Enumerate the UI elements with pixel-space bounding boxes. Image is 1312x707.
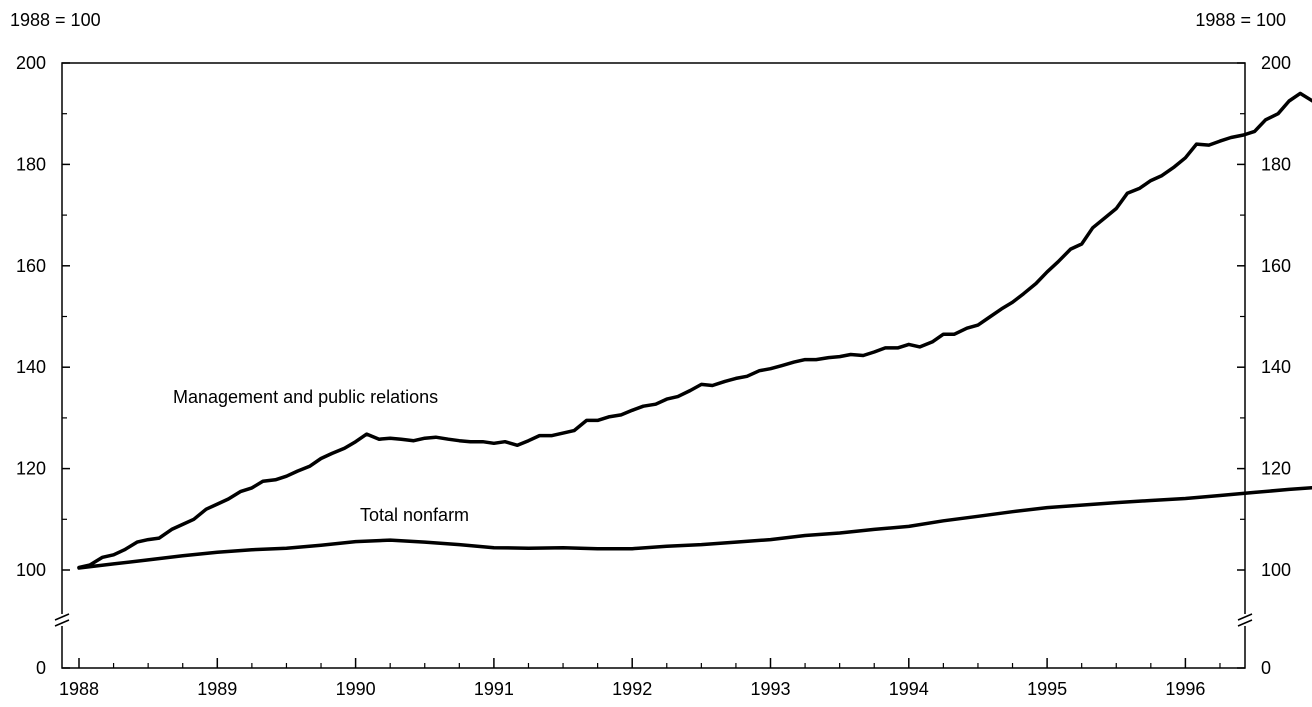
series-lines bbox=[77, 91, 1312, 570]
x-tick-label: 1996 bbox=[1165, 679, 1205, 699]
y-tick-label-left: 100 bbox=[16, 560, 46, 580]
axis-break-mark-right bbox=[1237, 613, 1253, 621]
series-line-management bbox=[77, 91, 1312, 570]
axis-ticks: 0 0 100 100 120 120 140 140 160 160 180 180 200 200 19… bbox=[16, 53, 1291, 699]
y-tick-label-right: 160 bbox=[1261, 256, 1291, 276]
axis-break-gap-left bbox=[54, 614, 70, 626]
y-tick-label-right: 100 bbox=[1261, 560, 1291, 580]
y-axis-unit-right: 1988 = 100 bbox=[1195, 10, 1286, 30]
x-tick-label: 1990 bbox=[336, 679, 376, 699]
plot-frame bbox=[61, 62, 1246, 669]
x-tick-label: 1994 bbox=[889, 679, 929, 699]
y-tick-label-left: 140 bbox=[16, 357, 46, 377]
y-tick-label-left: 180 bbox=[16, 154, 46, 174]
series-line-nonfarm bbox=[77, 485, 1312, 570]
y-tick-label-left: 200 bbox=[16, 53, 46, 73]
axis-break-mark-left bbox=[54, 613, 70, 621]
axis-break-marks bbox=[54, 613, 1253, 627]
x-tick-label: 1993 bbox=[750, 679, 790, 699]
y-tick-label-right: 200 bbox=[1261, 53, 1291, 73]
y-tick-label-left: 160 bbox=[16, 256, 46, 276]
x-tick-label: 1988 bbox=[59, 679, 99, 699]
series-label-nonfarm: Total nonfarm bbox=[360, 505, 469, 525]
y-tick-label-right: 120 bbox=[1261, 459, 1291, 479]
axis-break-mark-right bbox=[1237, 619, 1253, 627]
y-tick-label-right: 0 bbox=[1261, 658, 1271, 678]
axis-break-mark-left bbox=[54, 619, 70, 627]
y-tick-label-right: 180 bbox=[1261, 154, 1291, 174]
x-tick-label: 1995 bbox=[1027, 679, 1067, 699]
y-axis-unit-left: 1988 = 100 bbox=[10, 10, 101, 30]
axis-break-gap-right bbox=[1237, 614, 1253, 626]
y-tick-label-left: 0 bbox=[36, 658, 46, 678]
x-tick-label: 1992 bbox=[612, 679, 652, 699]
x-tick-label: 1989 bbox=[197, 679, 237, 699]
y-tick-label-right: 140 bbox=[1261, 357, 1291, 377]
y-tick-label-left: 120 bbox=[16, 459, 46, 479]
x-tick-label: 1991 bbox=[474, 679, 514, 699]
series-label-management: Management and public relations bbox=[173, 387, 438, 407]
